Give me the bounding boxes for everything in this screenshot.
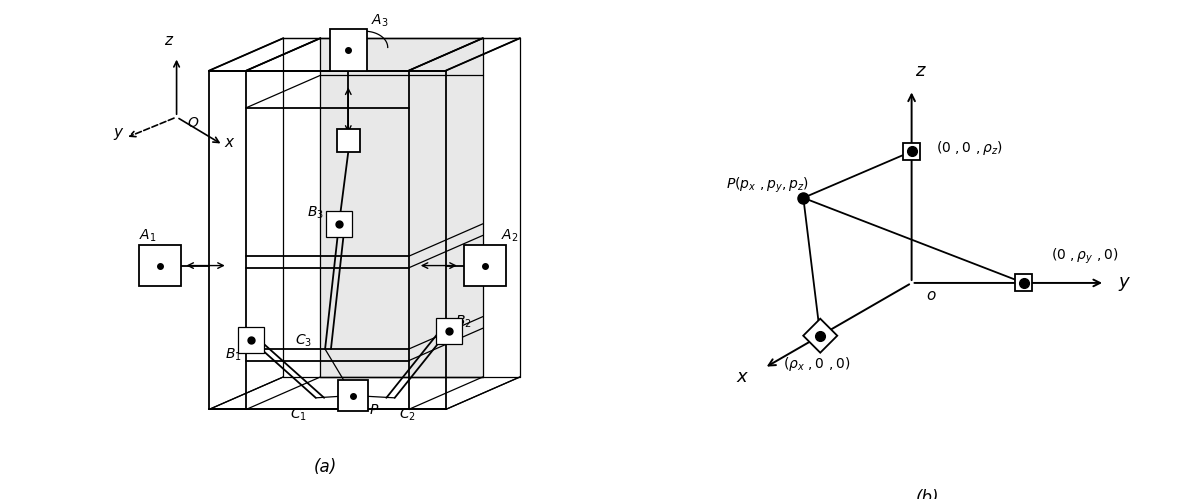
Polygon shape [337,129,360,152]
Text: $(0\ ,0\ ,\rho_z)$: $(0\ ,0\ ,\rho_z)$ [937,139,1003,157]
Polygon shape [320,38,483,377]
Text: $A_1$: $A_1$ [140,228,157,245]
Text: $x$: $x$ [736,368,749,386]
Text: $(0\ ,\rho_y\ ,0)$: $(0\ ,\rho_y\ ,0)$ [1051,247,1119,266]
Text: $y$: $y$ [113,126,124,142]
Text: $z$: $z$ [165,33,175,48]
Text: $B_1$: $B_1$ [225,346,242,363]
Text: $(\rho_x\ ,0\ ,0)$: $(\rho_x\ ,0\ ,0)$ [783,355,850,373]
Text: $A_2$: $A_2$ [501,228,519,245]
Text: $x$: $x$ [224,135,236,150]
Polygon shape [330,29,367,71]
Text: (a): (a) [313,458,337,476]
Text: $o$: $o$ [926,288,937,303]
Polygon shape [465,245,506,286]
Text: $A_3$: $A_3$ [372,12,389,28]
Polygon shape [338,380,368,411]
Polygon shape [436,317,461,343]
Text: $O$: $O$ [187,116,199,130]
Text: $P$: $P$ [370,403,379,417]
Polygon shape [140,245,182,286]
Text: $B_3$: $B_3$ [307,205,324,221]
Polygon shape [326,211,352,237]
Text: (b): (b) [915,489,939,499]
Polygon shape [903,143,920,160]
Text: $C_2$: $C_2$ [400,407,417,423]
Text: $y$: $y$ [1117,275,1131,293]
Text: $B_2$: $B_2$ [455,314,472,330]
Text: $C_3$: $C_3$ [295,332,312,349]
Text: $P(p_x\ ,p_y,p_z)$: $P(p_x\ ,p_y,p_z)$ [726,176,809,195]
Text: $z$: $z$ [915,62,927,80]
Polygon shape [1015,274,1032,291]
Text: $C_1$: $C_1$ [290,407,307,423]
Polygon shape [238,327,264,353]
Polygon shape [803,319,837,353]
